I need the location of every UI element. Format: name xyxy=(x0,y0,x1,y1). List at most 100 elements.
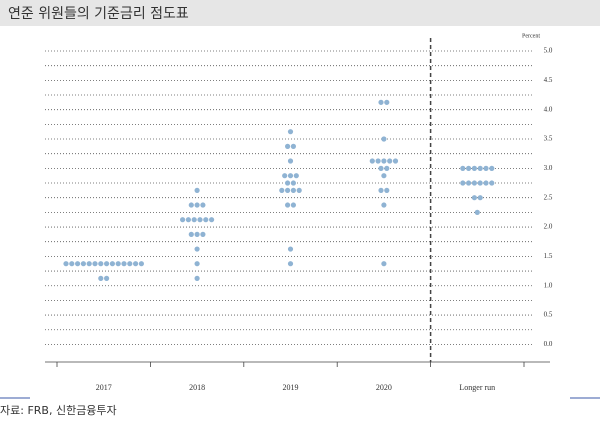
dot xyxy=(460,180,466,186)
dot xyxy=(209,217,215,223)
dot xyxy=(287,246,294,252)
dot xyxy=(188,231,194,237)
dot xyxy=(63,261,69,267)
y-tick-label: 2.5 xyxy=(544,193,553,201)
dot xyxy=(381,261,387,267)
dot xyxy=(392,158,399,164)
dot xyxy=(197,217,203,223)
y-tick-label: 4.5 xyxy=(544,76,553,84)
dot xyxy=(188,202,194,208)
dot xyxy=(384,99,390,105)
dot xyxy=(180,217,186,223)
dot xyxy=(375,158,381,164)
y-tick-label: 1.0 xyxy=(544,281,553,289)
y-tick-label: 4.0 xyxy=(544,105,553,113)
x-tick-label: 2018 xyxy=(189,383,205,392)
dot xyxy=(191,217,197,223)
dot xyxy=(86,261,92,267)
dot xyxy=(290,187,296,193)
dot xyxy=(471,165,477,171)
dot xyxy=(290,180,296,186)
dot xyxy=(466,165,472,171)
dot xyxy=(384,187,390,193)
dot xyxy=(115,261,121,267)
dot xyxy=(489,180,495,186)
dot xyxy=(483,180,489,186)
dot xyxy=(466,180,472,186)
dot xyxy=(489,165,495,171)
y-tick-label: 2.0 xyxy=(544,223,553,231)
y-axis-label: Percent xyxy=(522,33,540,39)
dot xyxy=(285,202,291,208)
dot xyxy=(293,173,299,179)
dot xyxy=(109,261,115,267)
dot xyxy=(200,231,206,237)
x-tick-label: 2019 xyxy=(283,383,299,392)
dot xyxy=(98,261,104,267)
dot xyxy=(203,217,209,223)
y-tick-label: 3.0 xyxy=(544,164,553,172)
dot xyxy=(69,261,75,267)
dot xyxy=(477,165,483,171)
dot xyxy=(384,165,390,171)
dot xyxy=(290,202,296,208)
dot xyxy=(200,202,206,208)
dot xyxy=(138,261,144,267)
dot xyxy=(477,195,483,201)
source: 자료: FRB, 신한금융투자 xyxy=(0,404,117,417)
dot xyxy=(80,261,86,267)
dot xyxy=(104,275,110,281)
dot xyxy=(290,143,296,149)
dot xyxy=(387,158,393,164)
dot xyxy=(194,187,200,193)
dot xyxy=(369,158,375,164)
dot xyxy=(471,180,477,186)
dot xyxy=(483,165,489,171)
dot xyxy=(378,165,384,171)
dot xyxy=(287,129,294,135)
dot xyxy=(185,217,191,223)
dot xyxy=(98,275,104,281)
x-tick-label: 2017 xyxy=(96,383,112,392)
dot xyxy=(104,261,110,267)
dot xyxy=(92,261,98,267)
dot xyxy=(127,261,133,267)
dot xyxy=(378,187,384,193)
dot xyxy=(285,180,291,186)
y-tick-label: 0.5 xyxy=(544,311,553,319)
chart-title: 연준 위원들의 기준금리 점도표 xyxy=(8,6,189,22)
dot xyxy=(460,165,466,171)
x-tick-label: Longer run xyxy=(459,383,495,392)
dot xyxy=(194,202,200,208)
dot xyxy=(282,173,288,179)
dot xyxy=(477,180,483,186)
dot xyxy=(381,202,387,208)
dot xyxy=(474,209,480,215)
dot xyxy=(194,231,200,237)
y-tick-label: 3.5 xyxy=(544,135,553,143)
dot xyxy=(381,173,387,179)
dot xyxy=(381,158,387,164)
dot xyxy=(194,261,200,267)
x-tick-label: 2020 xyxy=(376,383,392,392)
dot xyxy=(287,173,294,179)
dot xyxy=(381,136,387,142)
dot xyxy=(378,99,384,105)
dot xyxy=(279,187,285,193)
y-tick-label: 5.0 xyxy=(544,47,553,55)
dot xyxy=(194,246,200,252)
dot xyxy=(285,187,291,193)
dot xyxy=(194,275,200,281)
dot xyxy=(133,261,139,267)
y-tick-label: 0.0 xyxy=(544,340,553,348)
dot xyxy=(471,195,477,201)
dot xyxy=(75,261,81,267)
y-tick-label: 1.5 xyxy=(544,252,553,260)
dot xyxy=(285,143,291,149)
dot xyxy=(121,261,127,267)
dot xyxy=(287,158,294,164)
title-bar xyxy=(0,0,600,26)
dot xyxy=(296,187,302,193)
dot xyxy=(287,261,294,267)
